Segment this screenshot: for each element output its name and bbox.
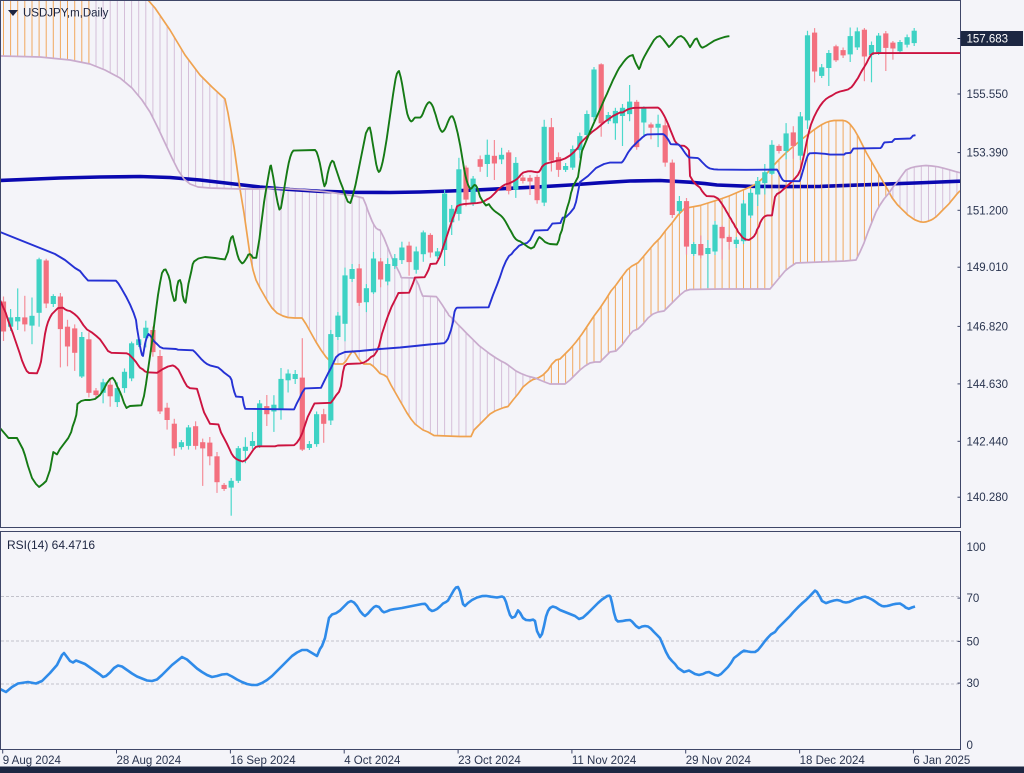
svg-text:142.440: 142.440	[967, 436, 1009, 448]
svg-text:16 Sep 2024: 16 Sep 2024	[230, 755, 296, 767]
svg-text:11 Nov 2024: 11 Nov 2024	[572, 755, 637, 767]
svg-text:144.630: 144.630	[967, 379, 1009, 391]
svg-text:50: 50	[967, 636, 980, 648]
svg-text:6 Jan 2025: 6 Jan 2025	[913, 755, 970, 767]
svg-text:29 Nov 2024: 29 Nov 2024	[686, 755, 752, 767]
svg-text:146.820: 146.820	[967, 321, 1009, 333]
svg-text:0: 0	[967, 740, 973, 752]
svg-text:100: 100	[967, 542, 986, 554]
svg-text:70: 70	[967, 593, 980, 605]
svg-text:28 Aug 2024: 28 Aug 2024	[117, 755, 182, 767]
svg-text:30: 30	[967, 678, 980, 690]
svg-text:155.550: 155.550	[967, 89, 1009, 101]
svg-text:140.280: 140.280	[967, 492, 1009, 504]
svg-text:9 Aug 2024: 9 Aug 2024	[3, 755, 62, 767]
svg-text:18 Dec 2024: 18 Dec 2024	[800, 755, 866, 767]
svg-text:4 Oct 2024: 4 Oct 2024	[344, 755, 401, 767]
svg-text:23 Oct 2024: 23 Oct 2024	[458, 755, 521, 767]
svg-text:RSI(14) 64.4716: RSI(14) 64.4716	[7, 538, 95, 552]
svg-text:157.683: 157.683	[967, 34, 1009, 46]
svg-text:USDJPY,m,Daily: USDJPY,m,Daily	[23, 8, 109, 20]
svg-text:153.390: 153.390	[967, 148, 1009, 160]
svg-text:149.010: 149.010	[967, 262, 1009, 274]
svg-text:151.200: 151.200	[967, 205, 1009, 217]
